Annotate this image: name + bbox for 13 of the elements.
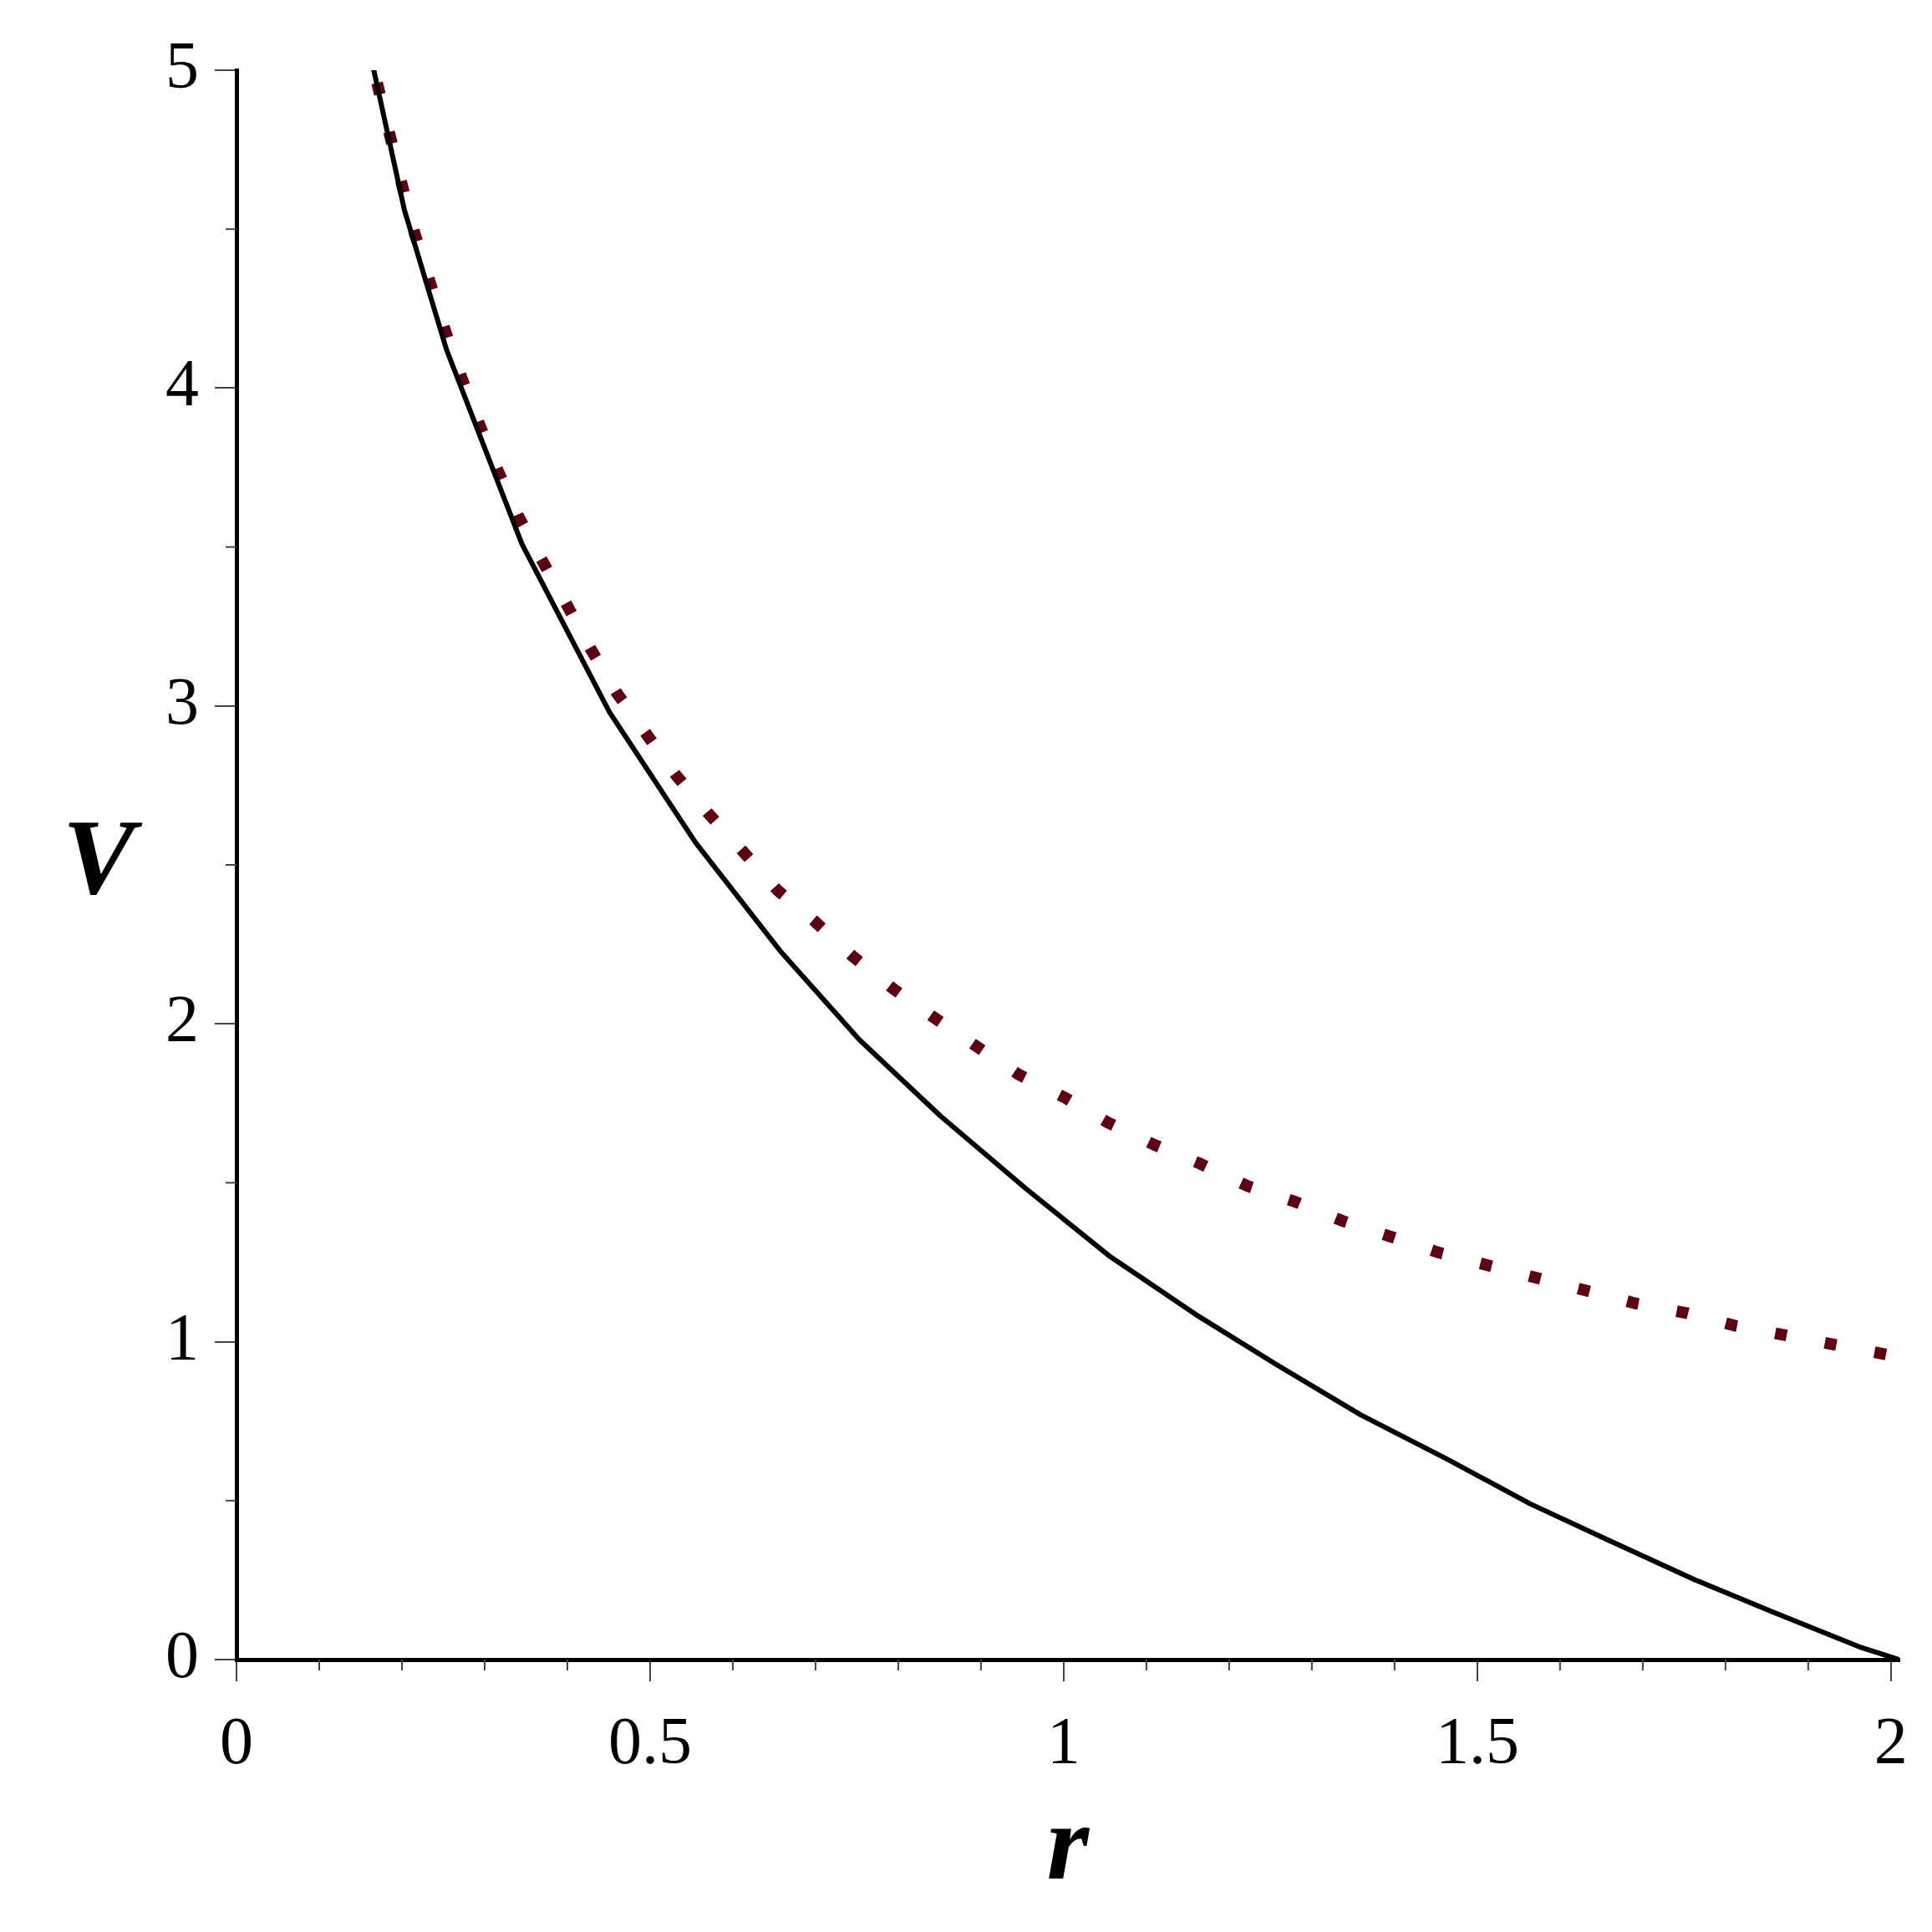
- x-tick-label: 1: [1046, 1704, 1080, 1778]
- x-tick-label: 0: [220, 1704, 253, 1778]
- y-tick-label: 1: [165, 1299, 199, 1374]
- y-tick-label: 3: [165, 663, 199, 738]
- x-tick-label: 0.5: [608, 1704, 692, 1778]
- x-tick-label: 2: [1874, 1704, 1908, 1778]
- y-tick-label: 4: [165, 346, 199, 420]
- y-tick-label: 2: [165, 982, 199, 1056]
- y-tick-label: 5: [165, 28, 199, 103]
- x-tick-label: 1.5: [1435, 1704, 1519, 1778]
- y-axis-title: V: [62, 796, 143, 917]
- y-tick-label: 0: [165, 1618, 199, 1692]
- x-axis-title: r: [1046, 1781, 1091, 1902]
